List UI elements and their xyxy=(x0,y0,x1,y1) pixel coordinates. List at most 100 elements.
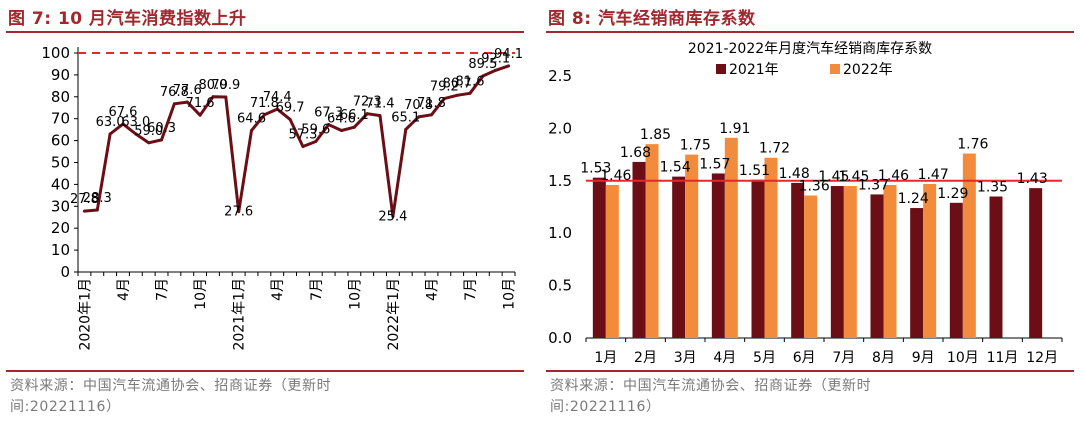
y-tick-label: 2.5 xyxy=(548,67,572,85)
x-tick-label: 1月 xyxy=(594,350,617,366)
data-point xyxy=(327,123,331,127)
data-label: 1.72 xyxy=(759,141,790,157)
inventory-coefficient-bar-chart: 2021-2022年月度汽车经销商库存系数 2021年 2022年 0.0 0.5 1.0… xyxy=(548,40,1063,366)
data-label: 79.9 xyxy=(211,78,240,93)
data-label: 80.0 xyxy=(198,78,227,93)
data-point xyxy=(198,113,202,117)
data-label: 1.53 xyxy=(580,161,611,177)
x-tick-label: 2021年1月 xyxy=(232,278,248,351)
bar-2021年-5月 xyxy=(751,179,765,338)
x-tick-label: 3月 xyxy=(674,350,697,366)
consumption-index-line-chart: 0 10 20 30 40 50 60 70 80 90 100 2020年1月 4月 7月 10月 2021… xyxy=(41,44,523,351)
x-tick-label: 4月 xyxy=(713,350,736,366)
data-label: 27.8 xyxy=(70,192,99,207)
bar-2021年-4月 xyxy=(711,173,725,338)
data-label: 81.6 xyxy=(456,74,485,89)
data-label: 67.6 xyxy=(109,105,138,120)
data-label: 92.1 xyxy=(481,51,510,66)
data-label: 1.45 xyxy=(818,169,849,185)
data-point xyxy=(134,132,138,136)
data-label: 28.3 xyxy=(83,191,112,206)
data-label: 79.2 xyxy=(430,80,459,95)
data-label: 66.1 xyxy=(340,108,369,123)
data-label: 1.36 xyxy=(799,178,830,194)
bar-2022年-5月 xyxy=(764,157,778,338)
figure-8-title-rule xyxy=(546,31,1074,33)
y-tick-label: 30 xyxy=(51,197,70,215)
x-tick-label: 4月 xyxy=(424,278,440,301)
data-label: 1.46 xyxy=(878,168,909,184)
data-label: 27.6 xyxy=(224,205,253,220)
legend-label: 2022年 xyxy=(843,62,893,78)
bar-2022年-9月 xyxy=(923,183,937,338)
data-label: 1.35 xyxy=(977,180,1008,196)
x-tick-label: 10月 xyxy=(502,278,518,310)
y-tick-label: 0 xyxy=(60,263,70,281)
data-point xyxy=(95,208,99,212)
data-point xyxy=(275,107,279,111)
figure-8-panel: 图 8: 汽车经销商库存系数 2021-2022年月度汽车经销商库存系数 2021… xyxy=(540,0,1080,427)
bar-2021年-11月 xyxy=(989,196,1003,338)
data-label: 1.29 xyxy=(937,186,968,202)
y-tick-label: 1.5 xyxy=(548,172,572,190)
x-tick-label: 6月 xyxy=(793,350,816,366)
data-label: 59.6 xyxy=(301,122,330,137)
data-point xyxy=(455,93,459,97)
data-point xyxy=(378,114,382,118)
figure-7-panel: 图 7: 10 月汽车消费指数上升 0 10 20 30 40 50 60 70 80 90 100… xyxy=(0,0,530,427)
bar-2022年-1月 xyxy=(605,184,619,338)
bar-2021年-10月 xyxy=(949,202,963,338)
x-tick-label: 10月 xyxy=(947,350,979,366)
bar-2021年-8月 xyxy=(870,194,884,338)
figure-7-title: 图 7: 10 月汽车消费指数上升 xyxy=(8,9,247,29)
data-point xyxy=(121,122,125,126)
x-tick-label: 9月 xyxy=(912,350,935,366)
data-point xyxy=(481,74,485,78)
data-point xyxy=(160,138,164,142)
data-label: 1.68 xyxy=(620,145,651,161)
legend-swatch-2022年 xyxy=(830,64,840,74)
bar-2022年-4月 xyxy=(724,137,738,338)
y-tick-label: 100 xyxy=(41,44,70,62)
consumption-index-series-line xyxy=(84,64,510,218)
data-point xyxy=(224,95,228,99)
bar-2021年-6月 xyxy=(791,182,805,338)
y-tick-label: 70 xyxy=(51,110,70,128)
data-point xyxy=(147,141,151,145)
x-tick-label: 7月 xyxy=(832,350,855,366)
data-point xyxy=(442,97,446,101)
data-point xyxy=(108,132,112,136)
y-tick-label: 2.0 xyxy=(548,119,572,137)
data-point xyxy=(262,113,266,117)
data-point xyxy=(494,68,498,72)
y-tick-label: 1.0 xyxy=(548,224,572,242)
data-point xyxy=(250,129,254,133)
y-tick-label: 0.5 xyxy=(548,277,572,295)
data-label: 70.8 xyxy=(404,98,433,113)
data-label: 71.8 xyxy=(250,96,279,111)
data-label: 65.1 xyxy=(391,110,420,125)
data-label: 1.51 xyxy=(739,163,770,179)
x-tick-label: 11月 xyxy=(987,350,1019,366)
bar-2021年-2月 xyxy=(632,161,646,338)
data-label: 71.8 xyxy=(417,96,446,111)
x-tick-label: 5月 xyxy=(753,350,776,366)
data-point xyxy=(507,64,511,68)
x-tick-label: 2022年1月 xyxy=(386,278,402,351)
x-tick-label: 7月 xyxy=(155,278,171,301)
data-point xyxy=(417,115,421,119)
data-label: 1.48 xyxy=(779,166,810,182)
bar-2022年-2月 xyxy=(645,144,659,338)
data-label: 1.54 xyxy=(660,160,691,176)
data-label: 64.6 xyxy=(327,112,356,127)
bar-2021年-1月 xyxy=(592,177,606,338)
data-label: 1.45 xyxy=(838,169,869,185)
data-label: 63.0 xyxy=(121,115,150,130)
x-tick-label: 10月 xyxy=(347,278,363,310)
data-label: 1.37 xyxy=(858,177,889,193)
data-label: 25.4 xyxy=(378,209,407,224)
y-tick-label: 60 xyxy=(51,132,70,150)
data-point xyxy=(301,145,305,149)
y-tick-label: 80 xyxy=(51,88,70,106)
y-tick-label: 20 xyxy=(51,219,70,237)
